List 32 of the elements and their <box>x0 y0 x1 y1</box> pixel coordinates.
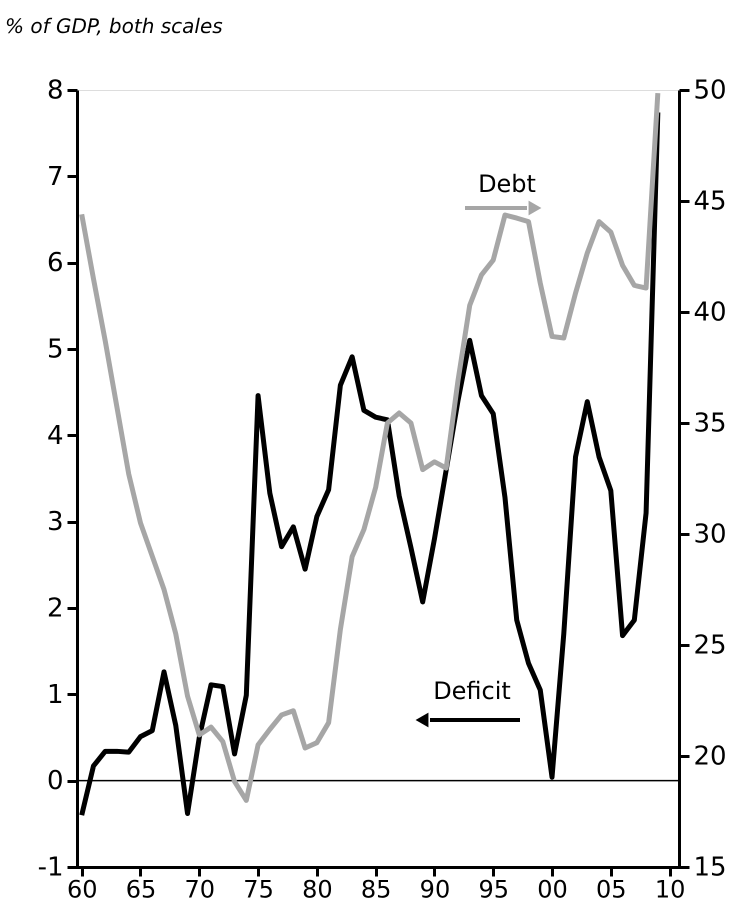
x-tick-label: 10 <box>654 876 686 904</box>
y-tick-label: 0 <box>46 766 64 796</box>
x-tick-label: 80 <box>302 876 333 904</box>
x-tick-label: 85 <box>360 876 392 904</box>
y-tick-label: 3 <box>46 507 64 538</box>
y-tick-label: 8 <box>46 76 64 106</box>
y2-tick-label: 50 <box>694 76 727 106</box>
y-tick-label: -1 <box>38 852 64 882</box>
series-label: Deficit <box>433 677 511 705</box>
x-tick-label: 90 <box>420 876 450 904</box>
y-tick-label: 1 <box>46 680 64 710</box>
y-tick-label: 4 <box>46 420 64 451</box>
y2-tick-label: 40 <box>694 298 727 328</box>
y2-tick-label: 15 <box>694 852 727 882</box>
y2-tick-label: 30 <box>694 520 727 550</box>
x-tick-label: 65 <box>126 876 156 904</box>
x-tick-label: 05 <box>596 876 627 904</box>
x-tick-label: 75 <box>243 876 274 904</box>
y-tick-label: 7 <box>46 162 64 192</box>
y-tick-label: 6 <box>46 248 64 278</box>
x-tick-label: 70 <box>184 876 216 904</box>
x-tick-label: 60 <box>66 876 98 904</box>
y2-tick-label: 35 <box>694 408 727 438</box>
y-tick-label: 5 <box>46 334 64 364</box>
y2-tick-label: 45 <box>694 186 727 216</box>
series-label: Debt <box>478 170 536 198</box>
y-axis-title: % of GDP, both scales <box>5 14 223 38</box>
y2-tick-label: 20 <box>694 742 727 772</box>
y-tick-label: 2 <box>46 594 64 624</box>
x-tick-label: 00 <box>537 876 568 904</box>
x-tick-label: 95 <box>478 876 509 904</box>
y2-tick-label: 25 <box>694 630 727 660</box>
